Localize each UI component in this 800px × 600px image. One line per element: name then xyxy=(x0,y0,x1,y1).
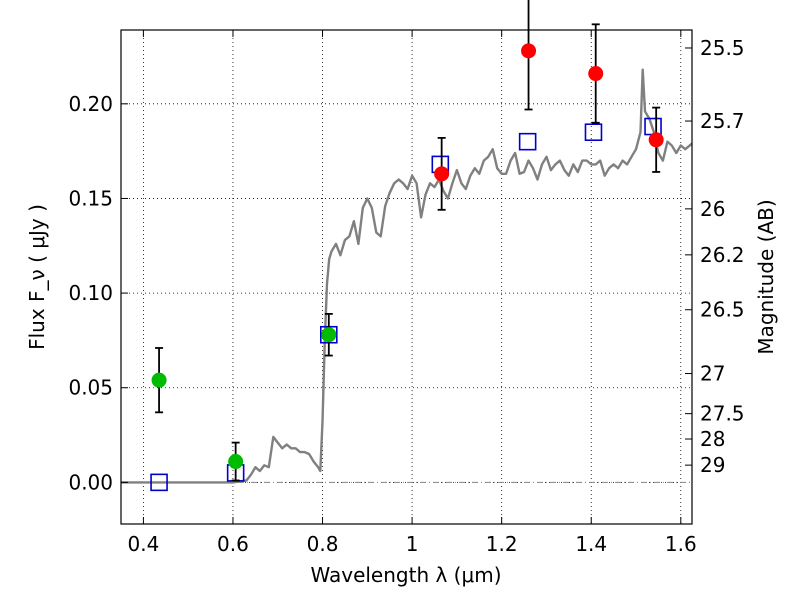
observed-point xyxy=(434,166,450,182)
x-tick-label: 0.8 xyxy=(307,532,339,556)
plot-area xyxy=(121,30,692,524)
right-axis-label: Magnitude (AB) xyxy=(754,199,778,354)
y-tick-label: 0.00 xyxy=(68,470,113,494)
observed-point xyxy=(321,327,337,343)
model-point-square xyxy=(518,132,537,151)
model-spectrum-line xyxy=(121,68,693,484)
observed-point xyxy=(648,132,664,148)
x-axis-label: Wavelength λ (μm) xyxy=(310,563,501,587)
x-tick-label: 1 xyxy=(406,532,419,556)
observed-point xyxy=(228,454,244,470)
plot-frame xyxy=(120,29,693,525)
y-axis-label: Flux F_ν ( μJy ) xyxy=(25,204,49,350)
right-tick-label: 25.7 xyxy=(700,109,745,133)
x-tick-label: 1.6 xyxy=(665,532,697,556)
right-tick-label: 25.5 xyxy=(700,36,745,60)
ticks: 0.4 0.6 0.8 1 1.2 1.4 1.6 0.00 0.05 0.10 0.15 0.20 2… xyxy=(68,30,745,556)
x-tick-label: 0.4 xyxy=(127,532,159,556)
series-layer xyxy=(121,0,693,492)
y-tick-label: 0.20 xyxy=(68,92,113,116)
right-tick-label: 29 xyxy=(700,453,725,477)
y-tick-label: 0.05 xyxy=(68,376,113,400)
right-tick-label: 26 xyxy=(700,197,725,221)
right-tick-label: 27.5 xyxy=(700,402,745,426)
right-tick-label: 27 xyxy=(700,362,725,386)
y-tick-label: 0.15 xyxy=(68,186,113,210)
y-tick-label: 0.10 xyxy=(68,281,113,305)
x-tick-label: 1.4 xyxy=(575,532,607,556)
model-point-square xyxy=(584,123,603,142)
right-tick-label: 26.2 xyxy=(700,243,745,267)
x-tick-label: 0.6 xyxy=(217,532,249,556)
observed-point xyxy=(588,66,604,82)
model-point-square xyxy=(150,473,168,492)
observed-point xyxy=(151,372,167,388)
right-tick-label: 28 xyxy=(700,427,725,451)
x-tick-label: 1.2 xyxy=(486,532,518,556)
observed-point xyxy=(521,43,537,59)
right-tick-label: 26.5 xyxy=(700,298,745,322)
